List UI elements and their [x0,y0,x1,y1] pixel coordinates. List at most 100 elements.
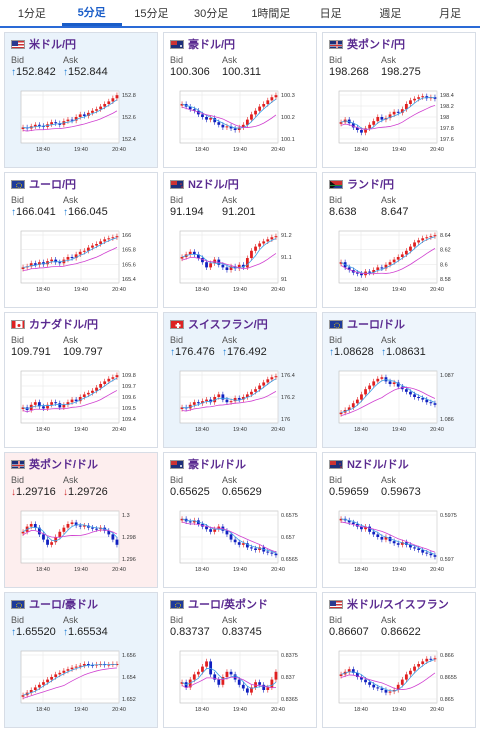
candle-body [409,246,412,251]
chart-area[interactable]: 0.6575 0.657 0.6565 18:40 19:40 20:40 [170,505,310,583]
pair-title[interactable]: NZドル/ドル [347,459,409,471]
tab-8[interactable]: 月足 [439,8,462,20]
candle-body [196,402,200,404]
ask-text: 166.045 [68,206,108,218]
y-tick-label: 109.5 [122,406,136,412]
price-chart: 8.64 8.62 8.6 8.58 18:40 19:40 20:40 [338,230,451,293]
chart-area[interactable]: 1.656 1.654 1.652 18:40 19:40 20:40 [11,645,151,723]
rate-card[interactable]: スイスフラン/円 Bid Ask ↑176.476 ↑176.492 176.4 176.2… [163,312,317,448]
rate-card[interactable]: カナダドル/円 Bid Ask 109.791 109.797 109.8 109.7 109… [4,312,158,448]
chart-area[interactable]: 91.2 91.1 91 18:40 19:40 20:40 [170,225,310,303]
candle-body [339,262,343,264]
pair-title[interactable]: 豪ドル/円 [188,39,236,51]
rate-card[interactable]: ユーロ/ドル Bid Ask ↑1.08628 ↑1.08631 1.087 1.086 18… [322,312,476,448]
candle-body [217,122,221,125]
rate-card[interactable]: 米ドル/円 Bid Ask ↑152.842 ↑152.844 152.8 152.6 152… [4,32,158,168]
candle-body [364,526,367,530]
chart-area[interactable]: 0.5975 0.597 18:40 19:40 20:40 [329,505,469,583]
rate-card[interactable]: 豪ドル/ドル Bid Ask 0.65625 0.65629 0.6575 0.657 0.6… [163,452,317,588]
rate-card[interactable]: NZドル/円 Bid Ask 91.194 91.201 91.2 91.1 91 18:40 1… [163,172,317,308]
rate-card[interactable]: ユーロ/円 Bid Ask ↑166.041 ↑166.045 166 165.8 165.6… [4,172,158,308]
bid-value: 0.86607 [329,626,381,638]
pair-title[interactable]: NZドル/円 [188,179,239,191]
pair-title[interactable]: ユーロ/円 [29,179,77,191]
chart-area[interactable]: 0.866 0.8655 0.865 18:40 19:40 20:40 [329,645,469,723]
candle-body [78,114,82,117]
bid-value: 0.83737 [170,626,222,638]
candle-body [78,665,82,667]
tab-3[interactable]: 15分足 [134,8,169,20]
pair-title[interactable]: ランド/円 [347,179,395,191]
y-tick-label: 91.1 [281,255,292,261]
pair-title[interactable]: 豪ドル/ドル [188,459,247,471]
candle-body [425,399,429,403]
candle-body [417,397,421,399]
pair-title[interactable]: ユーロ/ドル [347,319,406,331]
rate-card[interactable]: ユーロ/英ポンド Bid Ask 0.83737 0.83745 0.8375 0.837 0… [163,592,317,728]
y-tick-label: 1.654 [122,675,136,681]
bid-label: Bid [329,55,343,65]
candle-body [201,401,204,404]
tab-1[interactable]: 1分足 [17,8,46,20]
rate-card[interactable]: 米ドル/スイスフラン Bid Ask 0.86607 0.86622 0.866 0.865… [322,592,476,728]
candle-body [351,522,355,524]
candle-body [241,124,245,128]
ask-value: 0.86622 [381,626,433,638]
candle-body [221,677,225,685]
tab-4[interactable]: 30分足 [194,8,229,20]
pair-title[interactable]: 英ポンド/ドル [29,459,99,471]
ask-label: Ask [63,615,79,625]
tab-5[interactable]: 1時間足 [251,8,291,20]
chart-area[interactable]: 8.64 8.62 8.6 8.58 18:40 19:40 20:40 [329,225,469,303]
bid-value: 91.194 [170,206,222,218]
chart-area[interactable]: 198.4 198.2 198 197.8 197.6 18:40 19:40 20:40 [329,85,469,163]
candle-body [201,258,204,263]
chart-area[interactable]: 0.8375 0.837 0.8365 18:40 19:40 20:40 [170,645,310,723]
candle-body [111,98,115,102]
ask-text: 109.797 [63,346,103,358]
chart-area[interactable]: 166 165.8 165.6 165.4 18:40 19:40 20:40 [11,225,151,303]
pair-title[interactable]: 米ドル/円 [29,39,77,51]
rate-card[interactable]: ランド/円 Bid Ask 8.638 8.647 8.64 8.62 8.6 8.58 18:4… [322,172,476,308]
candle-body [50,259,54,262]
pair-title[interactable]: ユーロ/豪ドル [29,599,99,611]
chart-area[interactable]: 109.8 109.7 109.6 109.5 109.4 18:40 19:40 20:40 [11,365,151,443]
pair-title[interactable]: 米ドル/スイスフラン [347,599,449,611]
rate-card[interactable]: 英ポンド/円 Bid Ask 198.268 198.275 198.4 198.2 198 1… [322,32,476,168]
pair-title[interactable]: カナダドル/円 [29,319,99,331]
chart-area[interactable]: 1.087 1.086 18:40 19:40 20:40 [329,365,469,443]
chart-area[interactable]: 176.4 176.2 176 18:40 19:40 20:40 [170,365,310,443]
candle-body [270,97,274,101]
candle-body [91,245,94,248]
ask-value: ↓1.29726 [63,486,115,498]
chart-area[interactable]: 1.3 1.298 1.296 18:40 19:40 20:40 [11,505,151,583]
pair-title[interactable]: 英ポンド/円 [347,39,406,51]
rate-card[interactable]: 豪ドル/円 Bid Ask 100.306 100.311 100.3 100.2 100.1… [163,32,317,168]
rate-card[interactable]: NZドル/ドル Bid Ask 0.59659 0.59673 0.5975 0.597 18… [322,452,476,588]
candle-body [196,110,200,115]
rate-card[interactable]: 英ポンド/ドル Bid Ask ↓1.29716 ↓1.29726 1.3 1.298 1.2… [4,452,158,588]
candle-body [258,682,262,685]
candle-body [425,658,429,662]
chart-area[interactable]: 152.8 152.6 152.4 18:40 19:40 20:40 [11,85,151,163]
y-tick-label: 1.298 [122,535,136,541]
rate-card[interactable]: ユーロ/豪ドル Bid Ask ↑1.65520 ↑1.65534 1.656 1.654 1… [4,592,158,728]
tab-6[interactable]: 日足 [319,8,342,20]
candle-body [250,114,253,120]
candle-body [417,97,421,99]
tab-2[interactable]: 5分足 [61,0,122,26]
pair-title[interactable]: スイスフラン/円 [188,319,268,331]
tab-7[interactable]: 週足 [379,8,402,20]
candle-body [66,257,70,260]
candle-body [360,394,363,400]
card-header: スイスフラン/円 [170,317,310,331]
candle-body [201,666,204,672]
x-tick-label: 20:40 [430,567,444,573]
chart-area[interactable]: 100.3 100.2 100.1 18:40 19:40 20:40 [170,85,310,163]
ma-short-line [181,378,277,409]
pair-title[interactable]: ユーロ/英ポンド [188,599,269,611]
candle-body [82,664,86,666]
candle-body [229,534,233,540]
candle-body [351,403,355,408]
bid-value: 0.59659 [329,486,381,498]
